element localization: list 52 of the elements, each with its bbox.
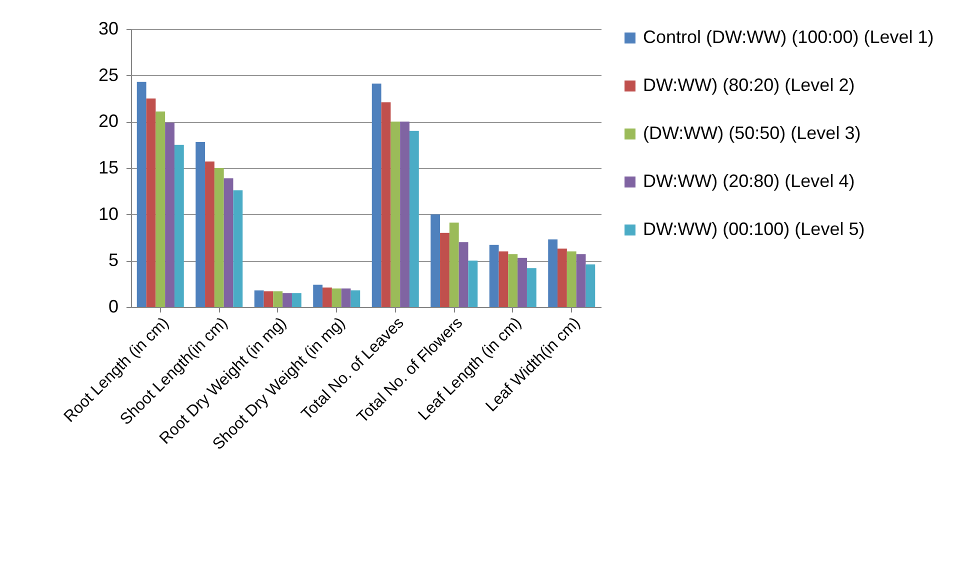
bar: [449, 222, 459, 307]
bar: [576, 254, 586, 307]
bar: [400, 122, 410, 307]
bar: [282, 293, 292, 307]
bar: [322, 288, 332, 307]
bar: [313, 284, 323, 307]
bar: [292, 293, 302, 307]
legend-label: (DW:WW) (50:50) (Level 3): [643, 123, 861, 143]
bar: [146, 98, 156, 307]
bar: [489, 244, 499, 307]
bar: [196, 142, 206, 307]
bar: [548, 239, 558, 307]
bar: [136, 82, 146, 307]
bar: [174, 144, 184, 307]
bar: [566, 251, 576, 307]
legend-label: DW:WW) (00:100) (Level 5): [643, 219, 865, 239]
y-tick-label: 30: [98, 18, 118, 38]
bar: [430, 214, 440, 307]
bar: [508, 254, 518, 307]
bar: [350, 290, 360, 307]
bar: [440, 232, 450, 307]
bar: [156, 111, 166, 307]
bar: [409, 130, 419, 307]
y-tick-label: 20: [98, 111, 118, 132]
bar: [518, 258, 527, 307]
bar: [165, 122, 174, 307]
bar: [332, 288, 342, 307]
y-tick-label: 5: [108, 250, 118, 270]
bar: [224, 178, 234, 307]
y-tick-label: 0: [108, 296, 118, 316]
legend-label: Control (DW:WW) (100:00) (Level 1): [643, 27, 934, 47]
bar: [458, 242, 468, 307]
legend-label: DW:WW) (80:20) (Level 2): [643, 75, 855, 95]
legend-label: DW:WW) (20:80) (Level 4): [643, 171, 855, 191]
bar: [264, 291, 274, 307]
bar: [498, 251, 508, 307]
y-tick-label: 15: [98, 158, 118, 178]
bar: [372, 84, 382, 307]
bar: [233, 190, 243, 307]
bar: [526, 268, 536, 307]
bar: [273, 291, 283, 307]
bar: [341, 288, 351, 307]
bar: [558, 248, 567, 307]
y-tick-label: 25: [98, 64, 118, 85]
bar: [390, 122, 400, 307]
bar: [214, 168, 224, 307]
bar: [468, 260, 478, 307]
bar: [205, 162, 214, 307]
bar: [254, 290, 264, 307]
bar: [381, 102, 391, 307]
bar: [586, 264, 596, 307]
y-tick-label: 10: [98, 204, 118, 224]
